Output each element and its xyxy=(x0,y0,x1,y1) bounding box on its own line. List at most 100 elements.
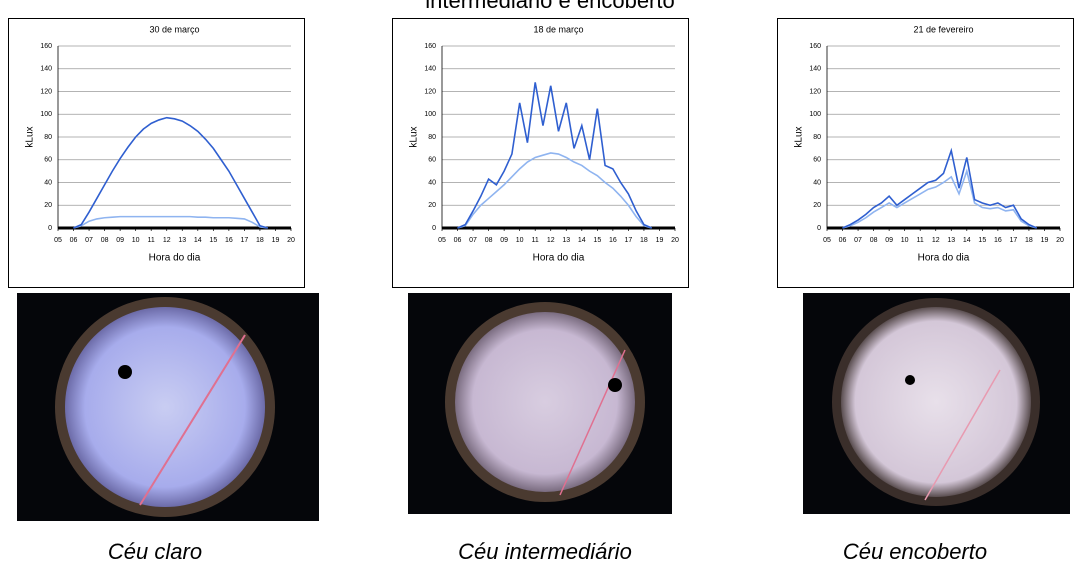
y-tick-label: 80 xyxy=(428,134,436,141)
x-tick-label: 11 xyxy=(917,237,924,244)
x-axis-label: Hora do dia xyxy=(533,253,585,264)
y-tick-label: 80 xyxy=(44,134,52,141)
caption: Céu claro xyxy=(108,539,202,564)
caption: Céu encoberto xyxy=(843,539,987,564)
chart-title: 30 de março xyxy=(149,24,199,34)
y-axis-label: kLux xyxy=(409,126,420,147)
x-tick-label: 17 xyxy=(1010,237,1018,244)
x-tick-label: 08 xyxy=(101,237,109,244)
y-tick-label: 0 xyxy=(817,225,821,232)
x-tick-label: 15 xyxy=(978,237,986,244)
x-tick-label: 13 xyxy=(947,237,955,244)
sky-photo xyxy=(408,293,672,514)
figure-heading: intermediário e encoberto xyxy=(425,0,674,13)
y-tick-label: 120 xyxy=(424,88,436,95)
y-tick-label: 40 xyxy=(44,179,52,186)
x-tick-label: 14 xyxy=(578,237,586,244)
series-line xyxy=(842,168,1037,229)
y-tick-label: 140 xyxy=(424,66,436,73)
series-line xyxy=(73,215,268,229)
y-tick-label: 80 xyxy=(813,134,821,141)
y-tick-label: 40 xyxy=(428,179,436,186)
x-tick-label: 05 xyxy=(438,237,446,244)
y-tick-label: 140 xyxy=(40,66,52,73)
y-tick-label: 60 xyxy=(44,157,52,164)
x-tick-label: 12 xyxy=(547,237,555,244)
x-tick-label: 07 xyxy=(85,237,93,244)
x-tick-label: 09 xyxy=(116,237,124,244)
y-tick-label: 160 xyxy=(40,43,52,50)
x-tick-label: 06 xyxy=(454,237,462,244)
x-tick-label: 09 xyxy=(500,237,508,244)
x-tick-label: 12 xyxy=(932,237,940,244)
y-tick-label: 100 xyxy=(809,111,821,118)
y-axis-label: kLux xyxy=(794,126,805,147)
x-axis-label: Hora do dia xyxy=(149,253,201,264)
x-tick-label: 14 xyxy=(194,237,202,244)
chart-title: 18 de março xyxy=(533,24,583,34)
x-tick-label: 13 xyxy=(562,237,570,244)
x-tick-label: 16 xyxy=(609,237,617,244)
x-tick-label: 16 xyxy=(225,237,233,244)
sky-photo xyxy=(17,293,319,521)
y-tick-label: 60 xyxy=(813,157,821,164)
y-tick-label: 100 xyxy=(40,111,52,118)
x-tick-label: 19 xyxy=(272,237,280,244)
x-tick-label: 18 xyxy=(640,237,648,244)
x-tick-label: 20 xyxy=(287,237,295,244)
y-tick-label: 140 xyxy=(809,66,821,73)
x-tick-label: 18 xyxy=(1025,237,1033,244)
x-tick-label: 11 xyxy=(532,237,539,244)
series-line xyxy=(457,152,652,229)
y-tick-label: 60 xyxy=(428,157,436,164)
chart: 30 de março 0 20 40 60 80 100 120 140 160 05 06 07 08… xyxy=(8,18,305,288)
x-tick-label: 10 xyxy=(901,237,909,244)
x-tick-label: 11 xyxy=(148,237,155,244)
x-tick-label: 17 xyxy=(241,237,249,244)
chart-title: 21 de fevereiro xyxy=(913,24,973,34)
y-tick-label: 40 xyxy=(813,179,821,186)
x-tick-label: 19 xyxy=(656,237,664,244)
x-tick-label: 07 xyxy=(469,237,477,244)
chart-frame xyxy=(777,18,1074,288)
y-tick-label: 0 xyxy=(48,225,52,232)
x-tick-label: 08 xyxy=(870,237,878,244)
x-tick-label: 15 xyxy=(209,237,217,244)
caption: Céu intermediário xyxy=(458,539,632,564)
y-tick-label: 120 xyxy=(40,88,52,95)
chart-frame xyxy=(392,18,689,288)
x-tick-label: 12 xyxy=(163,237,171,244)
x-tick-label: 17 xyxy=(625,237,633,244)
x-tick-label: 13 xyxy=(178,237,186,244)
x-tick-label: 15 xyxy=(593,237,601,244)
x-tick-label: 06 xyxy=(70,237,78,244)
x-tick-label: 07 xyxy=(854,237,862,244)
y-tick-label: 20 xyxy=(428,202,436,209)
x-tick-label: 05 xyxy=(823,237,831,244)
y-axis-label: kLux xyxy=(25,126,36,147)
y-tick-label: 0 xyxy=(432,225,436,232)
x-tick-label: 10 xyxy=(516,237,524,244)
series-line xyxy=(73,116,268,229)
x-tick-label: 06 xyxy=(839,237,847,244)
x-tick-label: 08 xyxy=(485,237,493,244)
chart-frame xyxy=(8,18,305,288)
sky-photo xyxy=(803,293,1070,514)
x-tick-label: 05 xyxy=(54,237,62,244)
y-tick-label: 20 xyxy=(44,202,52,209)
x-tick-label: 09 xyxy=(885,237,893,244)
chart: 18 de março 0 20 40 60 80 100 120 140 160 05 06 07 08… xyxy=(392,18,689,288)
x-tick-label: 14 xyxy=(963,237,971,244)
x-tick-label: 16 xyxy=(994,237,1002,244)
series-line xyxy=(457,82,653,229)
series-line xyxy=(842,147,1038,229)
y-tick-label: 100 xyxy=(424,111,436,118)
x-axis-label: Hora do dia xyxy=(918,253,970,264)
y-tick-label: 20 xyxy=(813,202,821,209)
x-tick-label: 19 xyxy=(1041,237,1049,244)
x-tick-label: 20 xyxy=(671,237,679,244)
y-tick-label: 120 xyxy=(809,88,821,95)
x-tick-label: 10 xyxy=(132,237,140,244)
